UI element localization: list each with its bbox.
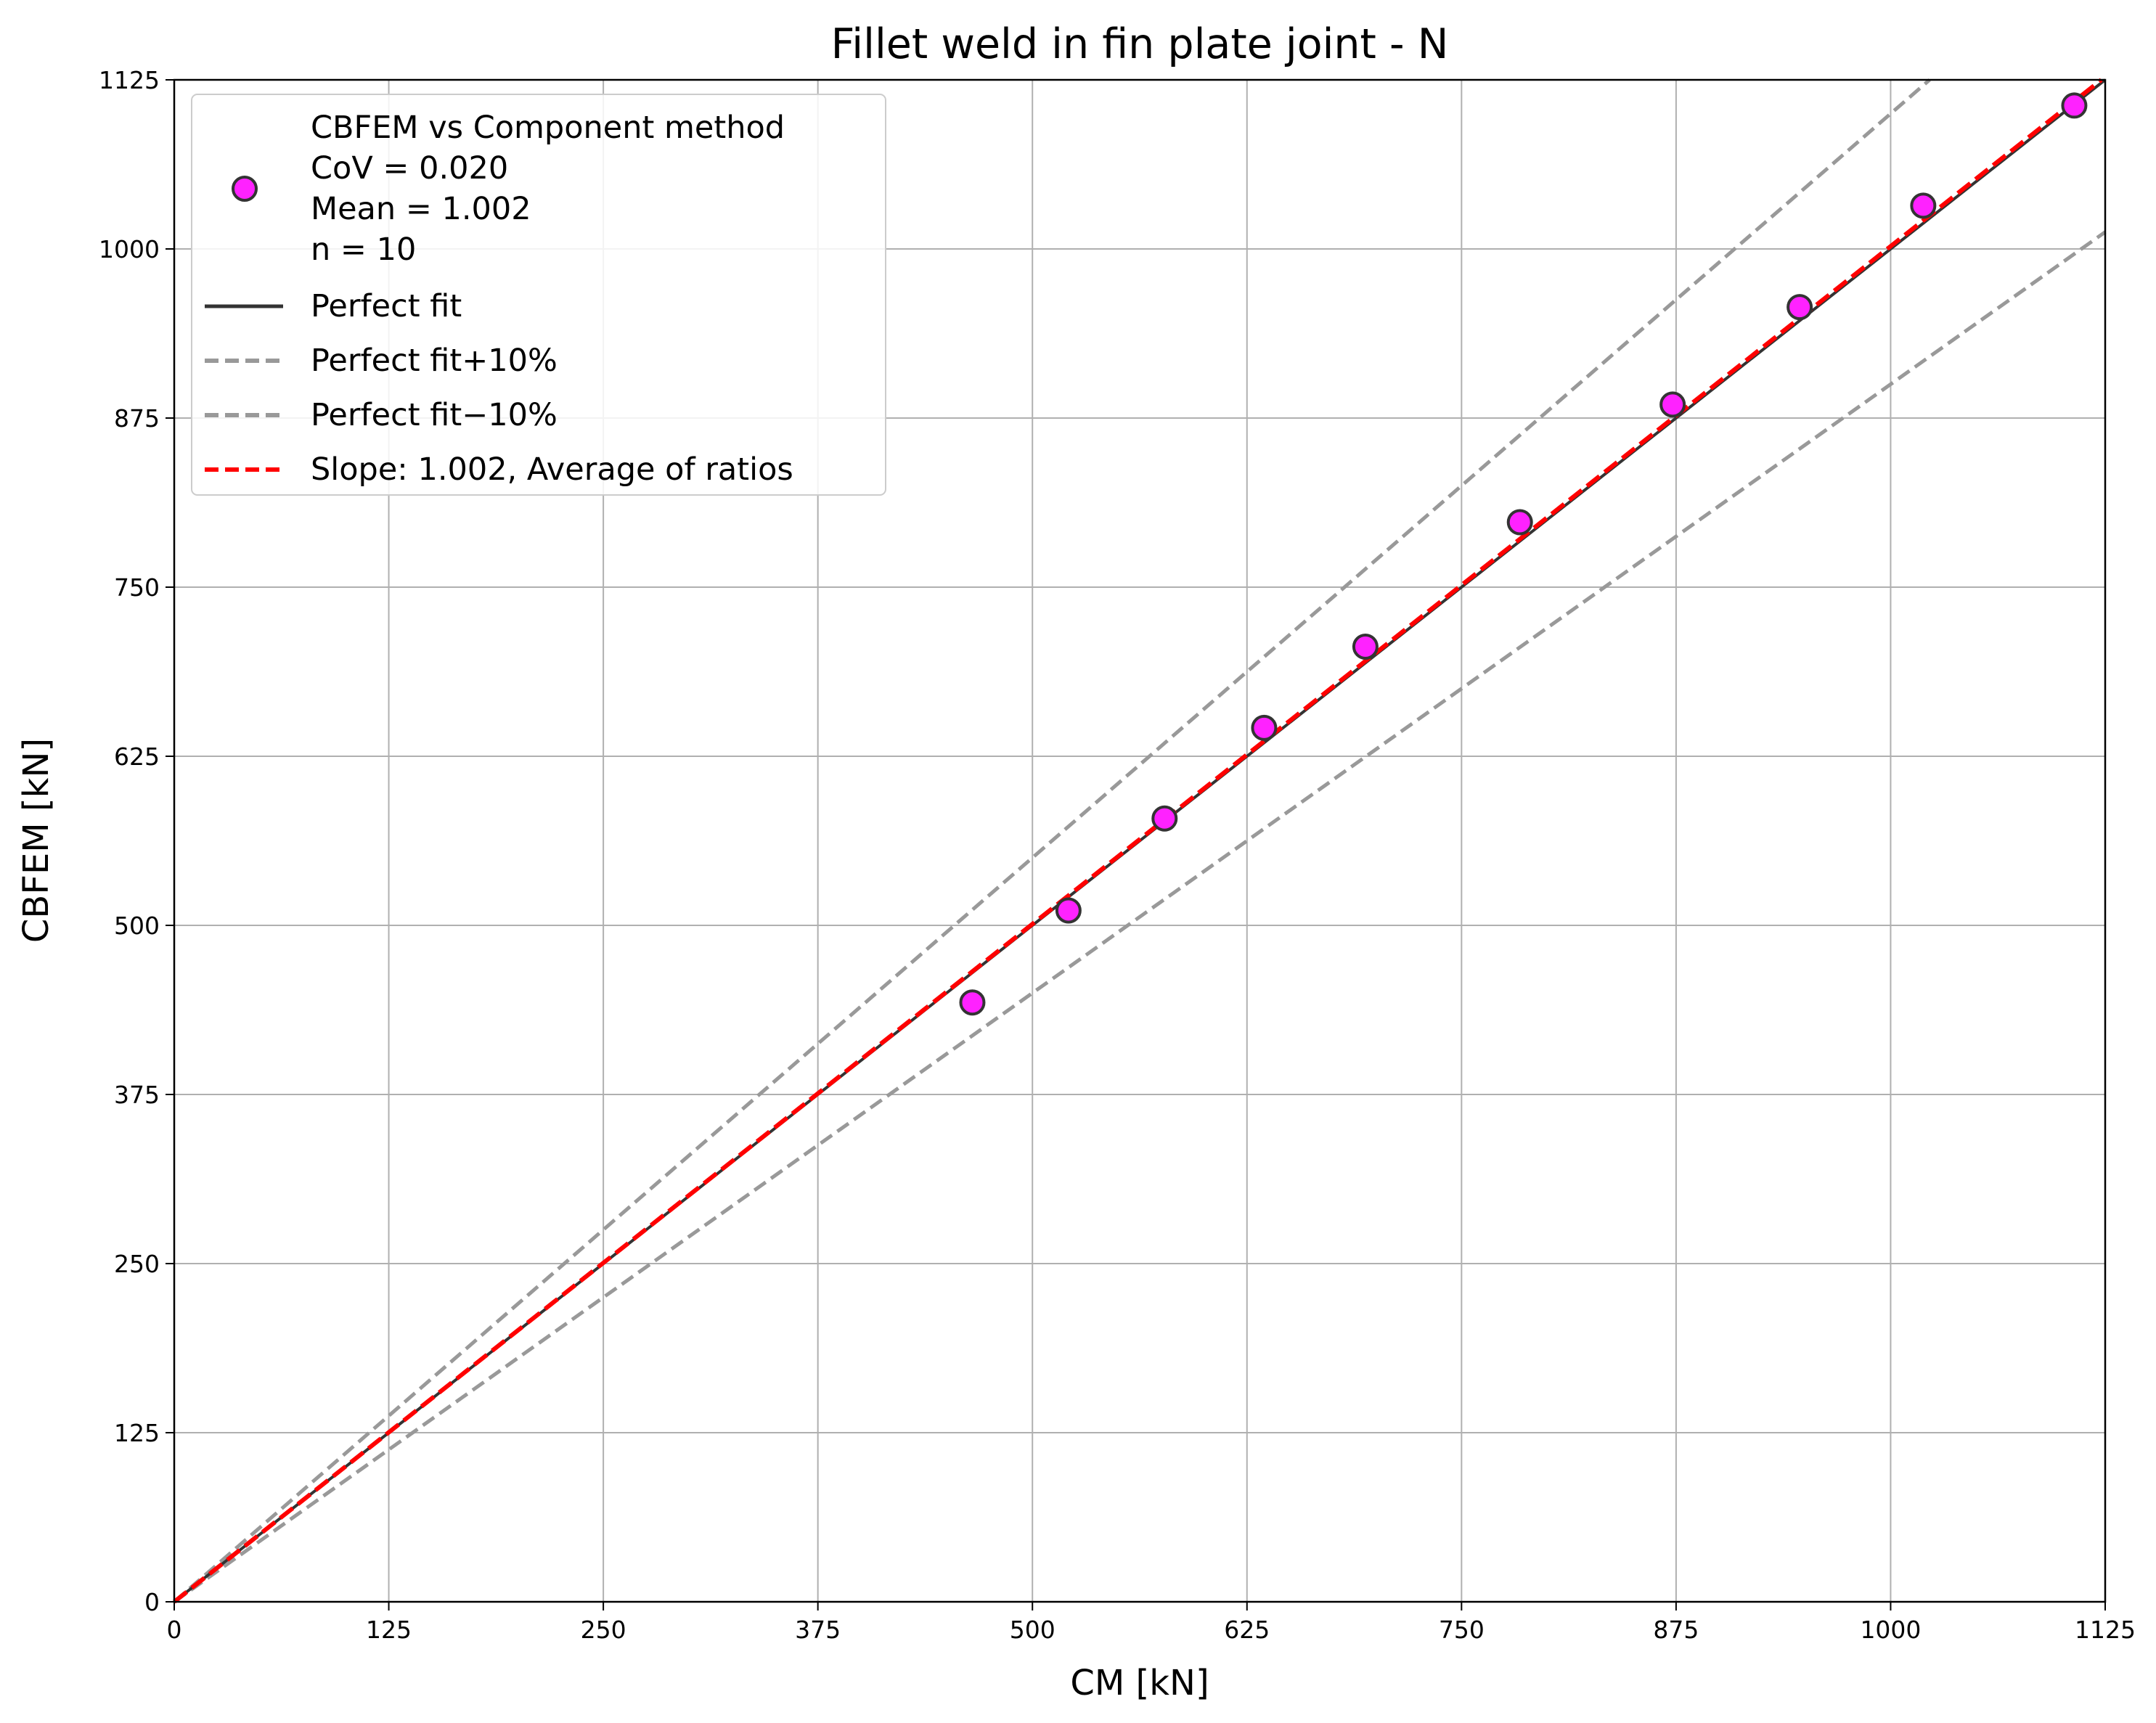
y-axis-title: CBFEM [kN] — [16, 738, 57, 943]
y-tick-label: 0 — [144, 1588, 160, 1616]
y-tick-label: 625 — [114, 742, 160, 771]
series-lines — [173, 78, 2107, 1604]
series-line-perfect-fit-10 — [173, 78, 1931, 1603]
x-tick-label: 1000 — [1860, 1616, 1921, 1644]
plot-frame — [173, 78, 2107, 1603]
legend-label: Perfect fit+10% — [311, 343, 558, 379]
chart-title: Fillet weld in fin plate joint - N — [831, 20, 1449, 68]
scatter-points — [959, 92, 2088, 1016]
x-tick-label: 500 — [1010, 1616, 1055, 1644]
scatter-point — [1659, 391, 1686, 418]
x-tick-label: 1125 — [2075, 1616, 2136, 1644]
y-tick-label: 750 — [114, 573, 160, 602]
x-tick-label: 125 — [366, 1616, 412, 1644]
y-axis-ticks: 0 125 250 375 500 625 750 875 1000 1125 — [99, 66, 174, 1616]
scatter-point — [1787, 294, 1813, 321]
scatter-point — [1352, 634, 1379, 660]
legend-marker-scatter — [232, 176, 258, 202]
scatter-point — [1251, 714, 1278, 741]
legend-label-scatter-line: n = 10 — [311, 232, 416, 268]
legend-frame — [191, 94, 886, 496]
scatter-point — [1910, 192, 1937, 219]
y-tick-label: 875 — [114, 404, 160, 433]
legend-label-scatter-line: CoV = 0.020 — [311, 150, 508, 187]
legend-label-scatter-line: CBFEM vs Component method — [311, 110, 785, 146]
legend-items: CBFEM vs Component method CoV = 0.020 Mean… — [205, 110, 793, 488]
legend-label: Perfect fit−10% — [311, 397, 558, 433]
x-axis-title: CM [kN] — [1070, 1663, 1209, 1703]
x-tick-label: 250 — [581, 1616, 626, 1644]
scatter-point — [959, 989, 986, 1016]
legend-label-scatter-line: Mean = 1.002 — [311, 191, 531, 227]
y-tick-label: 375 — [114, 1081, 160, 1109]
x-tick-label: 875 — [1653, 1616, 1699, 1644]
scatter-point — [1055, 897, 1082, 924]
legend: CBFEM vs Component method CoV = 0.020 Mean… — [191, 94, 886, 496]
y-tick-label: 250 — [114, 1250, 160, 1278]
y-tick-label: 1125 — [99, 66, 160, 94]
y-tick-label: 125 — [114, 1419, 160, 1447]
y-tick-label: 500 — [114, 912, 160, 940]
series-line-slope-1-002-average-of-ratios — [173, 78, 2103, 1604]
legend-label: Slope: 1.002, Average of ratios — [311, 451, 793, 488]
scatter-point — [2061, 92, 2088, 119]
series-line-perfect-fit-10 — [173, 230, 2107, 1604]
x-tick-label: 750 — [1439, 1616, 1485, 1644]
x-tick-label: 625 — [1224, 1616, 1270, 1644]
x-axis-ticks: 0 125 250 375 500 625 750 875 1000 1125 — [167, 1602, 2136, 1644]
scatter-point — [1151, 805, 1178, 832]
legend-label: Perfect fit — [311, 288, 462, 324]
x-tick-label: 0 — [167, 1616, 182, 1644]
y-tick-label: 1000 — [99, 235, 160, 263]
scatter-point — [1506, 509, 1533, 536]
x-tick-label: 375 — [795, 1616, 841, 1644]
